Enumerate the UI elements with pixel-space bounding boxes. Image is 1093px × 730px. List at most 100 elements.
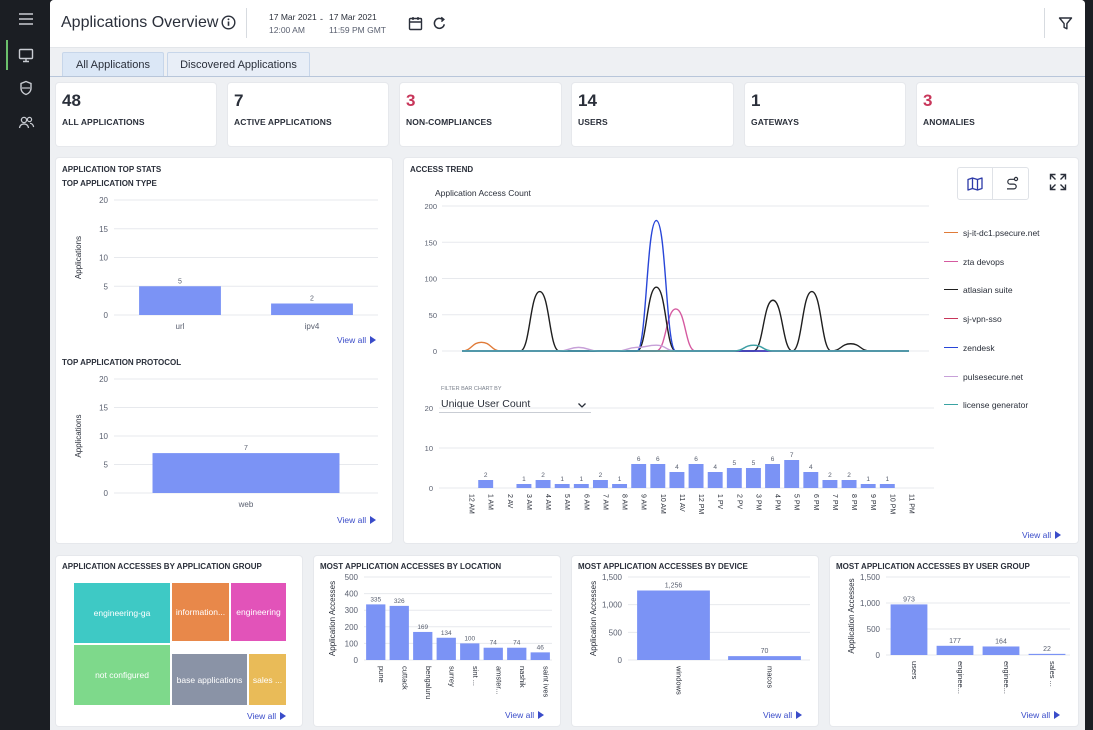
treemap-tile[interactable]: base applications (172, 654, 247, 705)
filter-icon[interactable] (1058, 16, 1073, 31)
stat-card-users[interactable]: 14 USERS (572, 83, 733, 146)
data-label: 326 (394, 598, 405, 605)
x-tick-label: 3 PM (754, 494, 761, 511)
filter-select[interactable]: Unique User Count (439, 393, 591, 413)
legend-swatch (944, 260, 958, 262)
x-tick-label: sales ... (1048, 661, 1057, 687)
treemap-tile[interactable]: engineering-ga (74, 583, 170, 643)
time-from[interactable]: 12:00 AM (269, 25, 305, 35)
x-tick-label: 10 AM (659, 494, 666, 514)
section-title: MOST APPLICATION ACCESSES BY USER GROUP (836, 562, 1030, 571)
access-trend-card: ACCESS TREND Application Access Count 0 5… (404, 158, 1078, 543)
bar (650, 464, 666, 488)
user-group-card: MOST APPLICATION ACCESSES BY USER GROUP … (830, 556, 1078, 726)
treemap-tile[interactable]: sales ... (249, 654, 286, 705)
chart-title: TOP APPLICATION TYPE (62, 179, 157, 188)
view-all-link[interactable]: View all (1021, 710, 1061, 720)
bar (707, 472, 723, 488)
data-label: 7 (790, 452, 794, 459)
view-all-link[interactable]: View all (247, 711, 287, 721)
x-tick-label: 9 PM (869, 494, 876, 511)
map-icon[interactable] (958, 168, 993, 199)
y-tick-label: 1,000 (602, 601, 623, 610)
filter-value: Unique User Count (441, 398, 531, 410)
bar (366, 604, 386, 660)
view-all-link[interactable]: View all (763, 710, 803, 720)
data-label: 1 (618, 476, 622, 483)
legend-item[interactable]: sj-it-dc1.psecure.net (944, 228, 1040, 238)
y-tick-label: 1,500 (860, 573, 881, 582)
stat-card-active-applications[interactable]: 7 ACTIVE APPLICATIONS (228, 83, 388, 146)
data-label: 134 (441, 630, 452, 637)
monitor-icon[interactable] (13, 42, 39, 68)
stat-card-gateways[interactable]: 1 GATEWAYS (745, 83, 905, 146)
treemap-tile[interactable]: not configured (74, 645, 170, 705)
bar (413, 631, 433, 660)
play-icon (370, 516, 377, 524)
y-tick-label: 0 (104, 311, 109, 320)
x-tick-label: surrey (447, 666, 456, 687)
treemap-tile[interactable]: information... (172, 583, 229, 641)
divider (246, 8, 247, 38)
bar (535, 480, 551, 488)
bar (592, 480, 608, 488)
data-label: 1 (580, 476, 584, 483)
bar (745, 468, 761, 488)
bar (728, 656, 801, 660)
info-icon[interactable] (221, 15, 236, 30)
section-title: APPLICATION TOP STATS (62, 165, 162, 174)
bar (765, 464, 781, 488)
shield-icon[interactable] (13, 75, 39, 101)
legend-item[interactable]: license generator (944, 400, 1028, 410)
legend-item[interactable]: sj-vpn-sso (944, 314, 1002, 324)
view-all-link[interactable]: View all (337, 335, 377, 345)
stat-card-anomalies[interactable]: 3 ANOMALIES (917, 83, 1078, 146)
y-tick-label: 200 (424, 202, 437, 211)
calendar-icon[interactable] (408, 16, 423, 31)
treemap-tile[interactable]: engineering (231, 583, 286, 641)
stat-value: 1 (751, 91, 761, 110)
expand-icon[interactable] (1049, 173, 1067, 191)
y-tick-label: 50 (429, 311, 437, 320)
y-tick-label: 100 (345, 639, 359, 648)
date-from[interactable]: 17 Mar 2021 (269, 12, 317, 22)
y-axis-label: Application Accesses (589, 581, 598, 656)
date-to[interactable]: 17 Mar 2021 (329, 12, 377, 22)
y-tick-label: 400 (345, 590, 359, 599)
device-card: MOST APPLICATION ACCESSES BY DEVICE 0 500… (572, 556, 818, 726)
users-icon[interactable] (13, 109, 39, 135)
refresh-icon[interactable] (432, 16, 447, 31)
stat-card-all-applications[interactable]: 48 ALL APPLICATIONS (56, 83, 216, 146)
time-to[interactable]: 11:59 PM GMT (329, 25, 386, 35)
tab-all-applications[interactable]: All Applications (62, 52, 164, 76)
legend-item[interactable]: zta devops (944, 257, 1004, 267)
legend-item[interactable]: zendesk (944, 343, 995, 353)
x-tick-label: url (176, 322, 185, 331)
data-label: 74 (490, 640, 498, 647)
bar (637, 590, 710, 660)
route-icon[interactable] (994, 168, 1029, 199)
menu-icon[interactable] (13, 6, 39, 32)
x-tick-label: ipv4 (305, 322, 320, 331)
y-tick-label: 0 (618, 656, 623, 665)
data-label: 6 (656, 456, 660, 463)
view-all-link[interactable]: View all (337, 515, 377, 525)
view-all-link[interactable]: View all (505, 710, 545, 720)
bar (152, 453, 340, 493)
legend-item[interactable]: atlasian suite (944, 285, 1013, 295)
stat-label: ACTIVE APPLICATIONS (234, 117, 332, 127)
divider (1044, 8, 1045, 38)
legend-label: sj-it-dc1.psecure.net (963, 228, 1040, 238)
data-label: 2 (828, 472, 832, 479)
bar (860, 484, 876, 488)
legend-item[interactable]: pulsesecure.net (944, 372, 1023, 382)
location-card: MOST APPLICATION ACCESSES BY LOCATION 0 1… (314, 556, 560, 726)
data-label: 2 (310, 296, 314, 303)
stat-card-non-compliances[interactable]: 3 NON-COMPLIANCES (400, 83, 561, 146)
y-tick-label: 0 (429, 484, 433, 493)
view-all-link[interactable]: View all (1022, 530, 1062, 540)
series-line (462, 344, 909, 352)
bar (631, 464, 647, 488)
x-tick-label: 8 PM (850, 494, 857, 511)
tab-discovered-applications[interactable]: Discovered Applications (167, 52, 310, 76)
